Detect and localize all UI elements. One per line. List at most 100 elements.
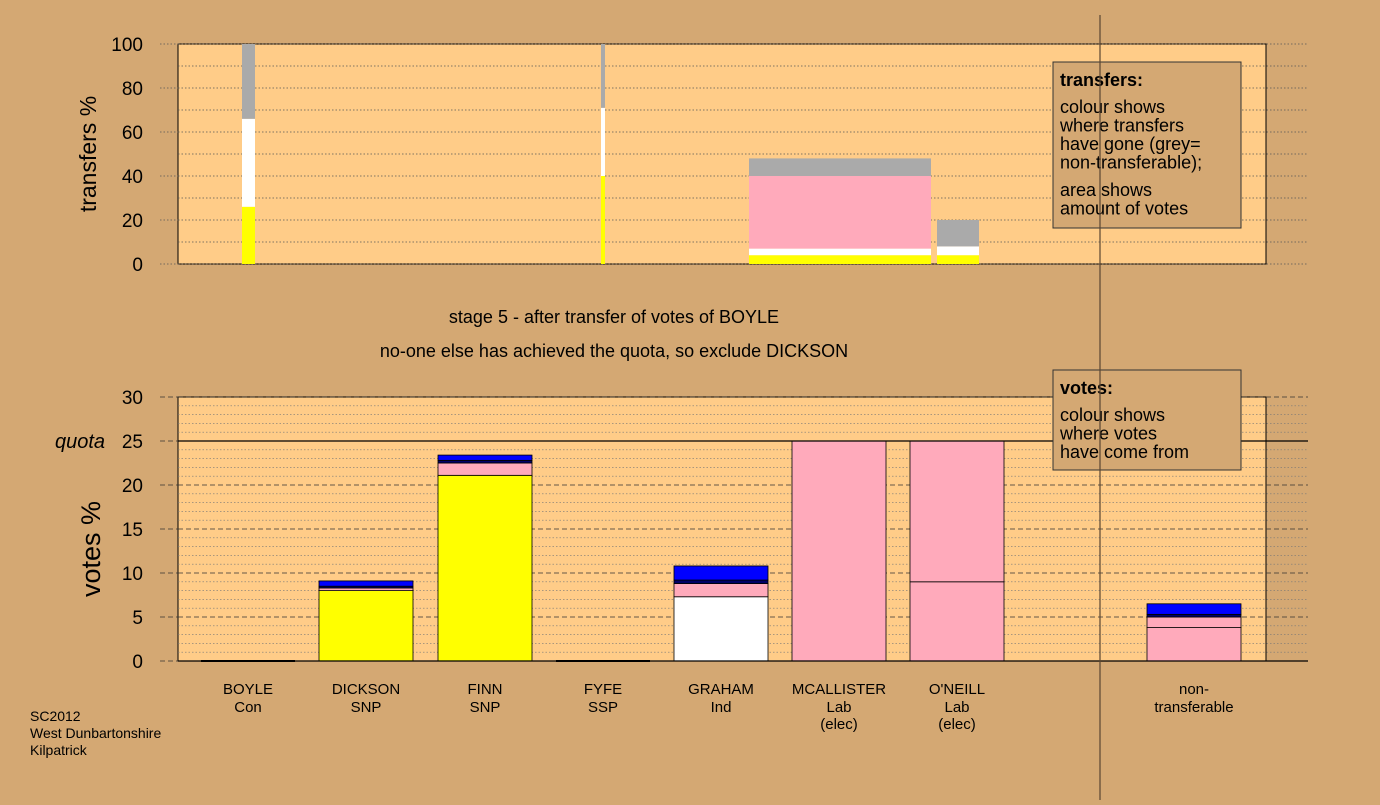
vote-segment bbox=[318, 590, 414, 662]
transfers-legend-line: amount of votes bbox=[1060, 199, 1188, 219]
transfer-segment bbox=[601, 107, 605, 176]
candidate-name: non- bbox=[1179, 681, 1209, 698]
footer-line1: SC2012 bbox=[30, 708, 81, 724]
transfer-segment bbox=[749, 248, 931, 256]
candidate-name: O'NEILL bbox=[929, 681, 985, 698]
candidate-party: SNP bbox=[470, 699, 501, 716]
vote-segment bbox=[673, 583, 769, 598]
transfer-segment bbox=[937, 255, 979, 264]
votes-legend-box bbox=[1052, 369, 1242, 471]
transfer-column bbox=[937, 220, 979, 264]
vote-segment bbox=[437, 462, 533, 476]
candidate-party: SNP bbox=[351, 699, 382, 716]
transfer-segment bbox=[242, 206, 255, 264]
candidate-name: MCALLISTER bbox=[792, 681, 886, 698]
candidate-status: (elec) bbox=[820, 716, 858, 733]
vote-segment bbox=[1146, 616, 1242, 628]
votes-legend-line: have come from bbox=[1060, 442, 1189, 462]
transfer-segment bbox=[937, 246, 979, 256]
transfers-legend-line: colour shows bbox=[1060, 97, 1165, 117]
vote-segment bbox=[791, 440, 887, 662]
votes-tick-label: 15 bbox=[122, 520, 143, 541]
transfer-column bbox=[749, 158, 931, 264]
candidate-name: BOYLE bbox=[223, 681, 273, 698]
votes-tick-label: 5 bbox=[132, 608, 143, 629]
transfers-ylabel: transfers % bbox=[75, 96, 101, 212]
transfer-segment bbox=[601, 44, 605, 108]
vote-segment bbox=[437, 454, 533, 461]
votes-tick-label: 0 bbox=[132, 652, 143, 673]
footer-line3: Kilpatrick bbox=[30, 742, 88, 758]
candidate-party: Ind bbox=[711, 699, 732, 716]
vote-bar bbox=[909, 440, 1005, 662]
quota-label: quota bbox=[55, 431, 105, 453]
candidate-status: (elec) bbox=[938, 716, 976, 733]
vote-segment bbox=[437, 474, 533, 662]
stage-text-line2: no-one else has achieved the quota, so e… bbox=[380, 341, 848, 361]
vote-segment bbox=[673, 565, 769, 581]
vote-segment bbox=[909, 581, 1005, 662]
vote-segment bbox=[909, 440, 1005, 583]
transfer-segment bbox=[242, 118, 255, 207]
candidate-party: Lab bbox=[944, 699, 969, 716]
transfer-segment bbox=[749, 158, 931, 176]
vote-segment bbox=[1146, 627, 1242, 662]
candidate-name: DICKSON bbox=[332, 681, 400, 698]
votes-legend-title: votes: bbox=[1060, 378, 1113, 398]
vote-bar bbox=[673, 565, 769, 662]
transfers-legend-line: area shows bbox=[1060, 180, 1152, 200]
candidate-name: FINN bbox=[468, 681, 503, 698]
candidate-party: transferable bbox=[1154, 699, 1233, 716]
transfer-column bbox=[601, 44, 605, 264]
vote-bar bbox=[1146, 603, 1242, 662]
transfers-tick-label: 40 bbox=[122, 167, 143, 188]
transfers-tick-label: 100 bbox=[111, 35, 143, 56]
votes-ylabel: votes % bbox=[76, 501, 106, 597]
transfers-tick-label: 20 bbox=[122, 211, 143, 232]
votes-tick-label: 10 bbox=[122, 564, 143, 585]
transfers-tick-label: 60 bbox=[122, 123, 143, 144]
votes-tick-label: 25 bbox=[122, 432, 143, 453]
transfer-segment bbox=[242, 44, 255, 119]
candidate-party: Con bbox=[234, 699, 262, 716]
candidate-name: FYFE bbox=[584, 681, 622, 698]
candidate-party: Lab bbox=[826, 699, 851, 716]
votes-tick-label: 30 bbox=[122, 388, 143, 409]
transfers-tick-label: 0 bbox=[132, 255, 143, 276]
transfer-segment bbox=[601, 176, 605, 264]
vote-segment bbox=[1146, 603, 1242, 615]
votes-legend-line: where votes bbox=[1059, 424, 1157, 444]
transfers-legend-box bbox=[1052, 61, 1242, 229]
votes-tick-label: 20 bbox=[122, 476, 143, 497]
transfer-segment bbox=[937, 220, 979, 247]
candidate-label: non-transferable bbox=[1154, 681, 1233, 716]
votes-legend-line: colour shows bbox=[1060, 405, 1165, 425]
vote-segment bbox=[673, 579, 769, 584]
vote-bar bbox=[318, 580, 414, 662]
transfers-legend-line: non-transferable); bbox=[1060, 153, 1202, 173]
transfers-legend-title: transfers: bbox=[1060, 70, 1143, 90]
candidate-name: GRAHAM bbox=[688, 681, 754, 698]
stage-text-line1: stage 5 - after transfer of votes of BOY… bbox=[449, 307, 779, 327]
footer-line2: West Dunbartonshire bbox=[30, 725, 161, 741]
transfers-tick-label: 80 bbox=[122, 79, 143, 100]
vote-segment bbox=[673, 596, 769, 662]
transfers-legend-line: have gone (grey= bbox=[1060, 134, 1201, 154]
candidate-party: SSP bbox=[588, 699, 618, 716]
vote-segment bbox=[318, 580, 414, 587]
transfer-segment bbox=[749, 176, 931, 249]
transfers-legend-line: where transfers bbox=[1059, 116, 1184, 136]
transfer-segment bbox=[749, 255, 931, 264]
